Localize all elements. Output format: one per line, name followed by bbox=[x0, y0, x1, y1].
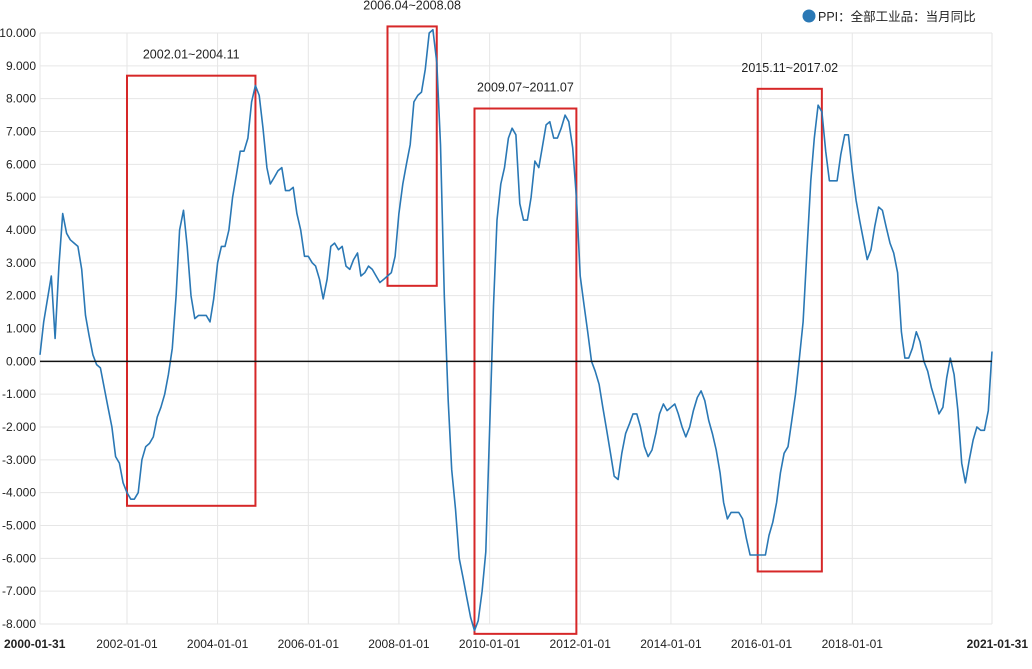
annotation-box bbox=[386, 25, 438, 287]
annotation-label: 2002.01~2004.11 bbox=[143, 48, 240, 62]
annotation-boxes bbox=[125, 25, 823, 635]
axis-labels: 10.000 9.000 8.000 7.000 6.000 5.000 4.000 3.00… bbox=[0, 26, 1028, 651]
y-tick-label: 1.000 bbox=[6, 322, 36, 336]
series-line bbox=[39, 28, 993, 632]
y-tick-label: -6.000 bbox=[2, 551, 36, 565]
x-tick-label: 2016-01-01 bbox=[731, 637, 793, 651]
y-tick-label: 0.000 bbox=[6, 354, 36, 368]
y-tick-label: -2.000 bbox=[2, 420, 36, 434]
x-tick-label: 2021-01-31 bbox=[967, 637, 1029, 651]
legend-label: PPI：全部工业品：当月同比 bbox=[818, 9, 976, 24]
y-tick-label: 7.000 bbox=[6, 125, 36, 139]
x-tick-label: 2004-01-01 bbox=[187, 637, 249, 651]
series-line-layer bbox=[39, 28, 993, 632]
y-tick-label: -1.000 bbox=[2, 387, 36, 401]
annotation-label: 2015.11~2017.02 bbox=[741, 61, 838, 75]
annotation-label: 2009.07~2011.07 bbox=[477, 81, 574, 95]
y-tick-label: 10.000 bbox=[0, 26, 36, 40]
annotation-box bbox=[756, 87, 823, 573]
y-tick-label: 6.000 bbox=[6, 157, 36, 171]
x-tick-label: 2014-01-01 bbox=[640, 637, 702, 651]
y-tick-label: -3.000 bbox=[2, 453, 36, 467]
legend-marker bbox=[802, 9, 816, 23]
y-tick-label: -8.000 bbox=[2, 617, 36, 631]
grid-lines bbox=[39, 32, 993, 625]
x-tick-label: 2002-01-01 bbox=[96, 637, 158, 651]
annotation-box bbox=[125, 74, 257, 507]
annotation-label: 2006.04~2008.08 bbox=[363, 0, 461, 12]
annotation-box bbox=[473, 107, 578, 635]
y-tick-label: 2.000 bbox=[6, 289, 36, 303]
y-tick-label: 5.000 bbox=[6, 190, 36, 204]
y-tick-label: -5.000 bbox=[2, 519, 36, 533]
x-tick-label: 2006-01-01 bbox=[278, 637, 340, 651]
y-tick-label: -7.000 bbox=[2, 584, 36, 598]
y-tick-label: 8.000 bbox=[6, 92, 36, 106]
y-tick-label: 3.000 bbox=[6, 256, 36, 270]
x-tick-label: 2018-01-01 bbox=[822, 637, 884, 651]
x-tick-label: 2000-01-31 bbox=[4, 637, 66, 651]
y-tick-label: -4.000 bbox=[2, 486, 36, 500]
legend[interactable]: PPI：全部工业品：当月同比 bbox=[802, 9, 976, 24]
y-tick-label: 4.000 bbox=[6, 223, 36, 237]
annotation-labels: 2002.01~2004.11 2006.04~2008.08 2009.07~20… bbox=[143, 0, 838, 95]
x-tick-label: 2010-01-01 bbox=[459, 637, 521, 651]
x-tick-label: 2008-01-01 bbox=[368, 637, 430, 651]
x-tick-label: 2012-01-01 bbox=[550, 637, 612, 651]
y-tick-label: 9.000 bbox=[6, 59, 36, 73]
